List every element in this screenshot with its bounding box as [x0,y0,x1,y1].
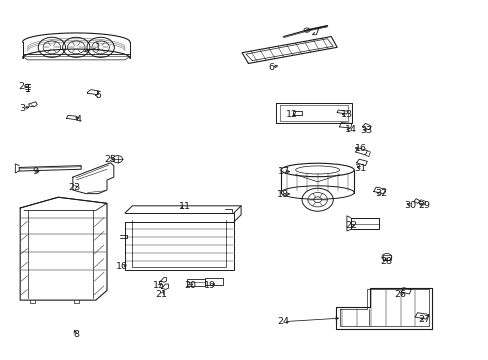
Text: 17: 17 [277,167,289,176]
Text: 8: 8 [73,330,79,339]
Text: 2: 2 [19,82,24,91]
Text: 10: 10 [115,262,127,271]
Text: 4: 4 [76,114,81,123]
Text: 14: 14 [344,125,356,134]
Text: 19: 19 [204,281,216,290]
Text: 20: 20 [183,281,196,290]
Text: 32: 32 [374,189,386,198]
Text: 21: 21 [155,290,167,299]
Text: 18: 18 [276,190,288,199]
Text: 5: 5 [95,91,101,100]
Text: 3: 3 [20,104,26,113]
Text: 9: 9 [33,167,39,176]
Text: 30: 30 [404,201,415,210]
Text: 22: 22 [345,221,357,230]
Text: 25: 25 [104,155,116,164]
Text: 1: 1 [95,43,101,52]
Text: 24: 24 [277,317,289,326]
Text: 31: 31 [354,164,366,173]
Text: 28: 28 [379,257,391,266]
Text: 7: 7 [313,28,319,37]
Text: 27: 27 [417,315,429,324]
Text: 13: 13 [340,110,352,119]
Text: 16: 16 [354,144,366,153]
Text: 12: 12 [285,110,298,119]
Text: 15: 15 [153,281,165,290]
Text: 29: 29 [417,201,429,210]
Text: 6: 6 [268,63,274,72]
Text: 33: 33 [360,126,372,135]
Text: 11: 11 [179,202,191,211]
Text: 23: 23 [69,183,81,192]
Text: 26: 26 [394,290,406,299]
